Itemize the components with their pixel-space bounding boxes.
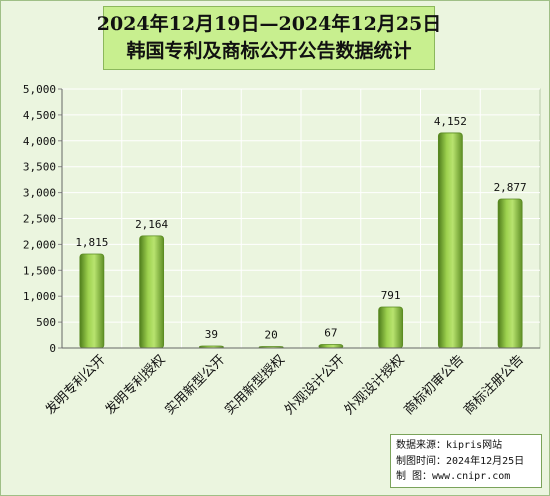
bar <box>139 235 165 349</box>
bar <box>437 132 463 349</box>
x-tick-label: 实用新型公开 <box>162 352 228 418</box>
x-tick-label: 实用新型授权 <box>221 352 287 418</box>
y-tick-label: 1,500 <box>23 264 56 277</box>
y-tick-label: 2,500 <box>23 213 56 226</box>
y-tick-label: 500 <box>36 316 56 329</box>
data-label: 4,152 <box>434 115 467 128</box>
y-tick-label: 5,000 <box>23 83 56 96</box>
bar <box>318 344 344 349</box>
data-label: 2,877 <box>494 181 527 194</box>
x-tick-label: 发明专利公开 <box>42 352 108 418</box>
data-labels: 1,815 2,164 39 20 67 791 4,152 2,877 <box>75 115 526 342</box>
source-info: 数据来源：kipris网站 制图时间：2024年12月25日 制 图：www.c… <box>390 434 542 488</box>
x-tick-label: 商标注册公告 <box>461 352 527 418</box>
bar <box>378 306 404 349</box>
y-tick-label: 4,500 <box>23 109 56 122</box>
bar <box>497 198 523 349</box>
x-tick-label: 外观设计授权 <box>341 352 407 418</box>
data-label: 67 <box>324 327 337 340</box>
data-label: 1,815 <box>75 236 108 249</box>
y-tick-label: 3,000 <box>23 187 56 200</box>
y-tick-label: 3,500 <box>23 161 56 174</box>
x-tick-label: 发明专利授权 <box>102 352 168 418</box>
source-line-2: 制图时间：2024年12月25日 <box>396 455 525 467</box>
y-axis: 0 500 1,000 1,500 2,000 2,500 3,000 3,500 4,000 4… <box>23 83 63 355</box>
source-line-3: 制 图：www.cnipr.com <box>396 471 511 482</box>
x-tick-label: 商标初审公告 <box>401 352 467 418</box>
bars <box>79 132 523 349</box>
y-tick-label: 2,000 <box>23 238 56 251</box>
data-label: 2,164 <box>135 218 168 231</box>
y-tick-label: 1,000 <box>23 290 56 303</box>
x-axis: 发明专利公开发明专利授权实用新型公开实用新型授权外观设计公开外观设计授权商标初审… <box>42 347 540 418</box>
data-label: 20 <box>265 329 278 342</box>
data-label: 791 <box>381 289 401 302</box>
data-label: 39 <box>205 328 218 341</box>
y-tick-label: 4,000 <box>23 135 56 148</box>
source-line-1: 数据来源：kipris网站 <box>396 440 503 451</box>
title-line-1: 2024年12月19日—2024年12月25日 <box>96 13 442 35</box>
title-line-2: 韩国专利及商标公开公告数据统计 <box>126 40 412 62</box>
chart-title: 2024年12月19日—2024年12月25日 韩国专利及商标公开公告数据统计 <box>97 6 441 70</box>
x-tick-label: 外观设计公开 <box>282 352 348 418</box>
y-tick-label: 0 <box>49 342 56 355</box>
bar <box>79 253 105 349</box>
